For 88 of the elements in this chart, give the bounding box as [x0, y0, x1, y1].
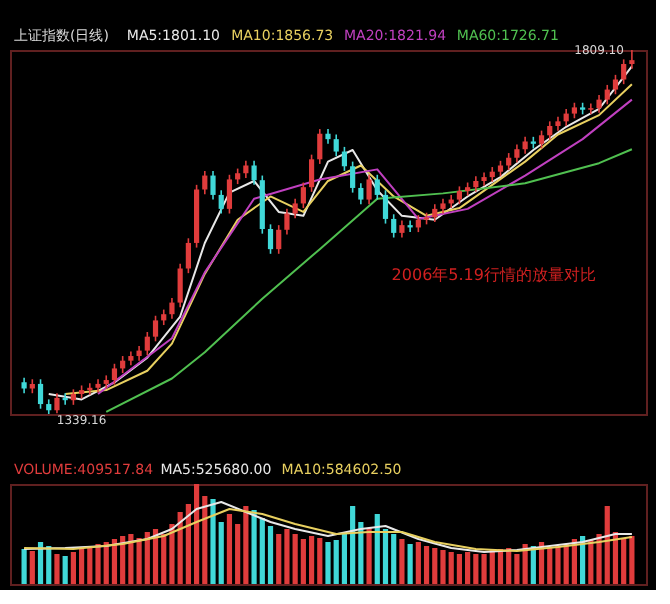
bar	[604, 506, 610, 584]
candlestick	[276, 224, 282, 255]
candlestick	[382, 189, 389, 225]
bar	[95, 544, 101, 584]
candlestick	[366, 173, 372, 206]
bar	[243, 506, 249, 584]
candlestick	[284, 208, 290, 236]
bar	[120, 536, 126, 584]
bar	[456, 554, 463, 584]
candlestick	[251, 160, 257, 186]
bar	[79, 549, 85, 584]
candlestick	[54, 392, 60, 415]
bar	[308, 536, 315, 584]
candlestick	[612, 74, 619, 96]
candlestick	[300, 181, 306, 209]
bar	[54, 554, 60, 584]
bar	[423, 546, 430, 584]
bar	[325, 542, 331, 584]
bar	[87, 546, 93, 584]
bar	[465, 552, 471, 584]
bar	[284, 529, 290, 584]
bar	[317, 538, 323, 584]
candlestick	[621, 58, 627, 85]
bar	[21, 549, 27, 584]
bar	[300, 539, 306, 584]
bar	[259, 518, 265, 584]
bar	[226, 514, 233, 584]
bar	[128, 534, 134, 584]
bar	[407, 544, 413, 584]
bar	[415, 542, 421, 584]
bar	[448, 552, 454, 584]
bar	[292, 534, 298, 584]
candlestick	[152, 314, 159, 343]
annotation: 2006年5.19行情的放量对比	[391, 265, 596, 284]
candlestick	[341, 146, 348, 172]
candlestick	[604, 84, 610, 106]
bar	[366, 528, 372, 584]
candlestick	[292, 197, 298, 219]
candlestick	[37, 378, 44, 410]
candlestick	[308, 153, 315, 193]
candlestick	[177, 263, 183, 309]
bar	[481, 554, 487, 584]
bar	[547, 548, 553, 584]
candlestick	[210, 170, 216, 201]
bar	[267, 526, 274, 584]
bar	[276, 534, 282, 584]
candlestick	[374, 173, 380, 201]
bar	[473, 554, 479, 584]
bar	[555, 546, 561, 584]
candlestick	[169, 297, 175, 320]
bar	[103, 542, 109, 584]
bar	[629, 536, 635, 584]
bar	[399, 539, 405, 584]
candlestick	[185, 237, 191, 274]
candlestick	[333, 133, 339, 157]
candlestick	[202, 170, 208, 195]
bar	[333, 540, 339, 584]
bar	[391, 534, 397, 584]
candlestick	[391, 213, 397, 239]
candlestick	[267, 223, 274, 255]
bar	[374, 514, 380, 584]
candlestick	[144, 331, 150, 357]
bar	[62, 556, 68, 584]
bar	[440, 550, 446, 584]
candlestick	[350, 160, 356, 194]
bar	[111, 539, 118, 584]
bar	[46, 546, 52, 584]
bar	[70, 552, 76, 584]
candlestick	[358, 182, 364, 206]
candlestick	[481, 171, 487, 187]
bar	[177, 512, 183, 584]
candlestick	[629, 49, 635, 70]
bar	[210, 499, 216, 584]
bar	[432, 548, 438, 584]
candlestick	[226, 173, 233, 215]
candlestick	[103, 374, 109, 390]
bar	[136, 538, 142, 584]
candlestick	[111, 362, 118, 386]
bar	[193, 484, 200, 584]
candlestick	[588, 102, 594, 116]
bar	[29, 551, 35, 584]
bar	[350, 506, 356, 584]
bar	[144, 532, 150, 584]
candlestick	[547, 120, 553, 141]
bar	[251, 510, 257, 584]
candlestick	[218, 189, 224, 215]
bar	[621, 538, 627, 584]
candlestick	[317, 128, 323, 165]
